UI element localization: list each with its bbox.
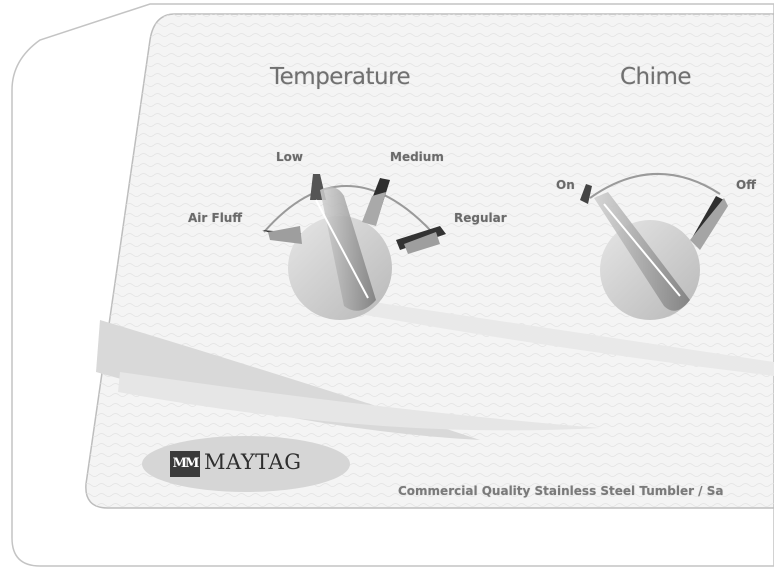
option-medium-label: Medium bbox=[390, 150, 444, 164]
option-low-label: Low bbox=[276, 150, 303, 164]
option-off-label: Off bbox=[736, 178, 756, 192]
temperature-knob[interactable] bbox=[268, 187, 440, 320]
logo-mark-icon: MM bbox=[170, 451, 200, 477]
tagline: Commercial Quality Stainless Steel Tumbl… bbox=[398, 484, 724, 498]
maytag-logo: MM MAYTAG bbox=[142, 436, 350, 492]
pointer-on bbox=[580, 184, 592, 204]
chime-knob[interactable] bbox=[594, 192, 728, 320]
option-regular-label: Regular bbox=[454, 211, 507, 225]
chime-title: Chime bbox=[620, 64, 692, 90]
option-air-fluff-label: Air Fluff bbox=[188, 211, 243, 225]
temperature-arc bbox=[263, 185, 433, 233]
logo-wordmark: MAYTAG bbox=[204, 450, 302, 474]
chime-arc bbox=[589, 172, 721, 199]
option-on-label: On bbox=[556, 178, 575, 192]
temperature-title: Temperature bbox=[270, 64, 411, 90]
